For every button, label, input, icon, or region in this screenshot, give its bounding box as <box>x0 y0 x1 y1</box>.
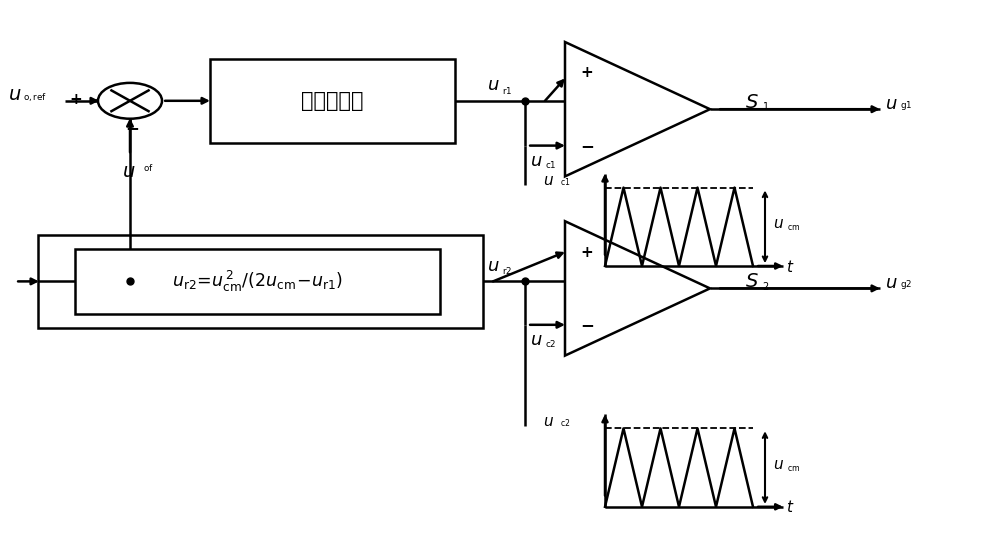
Text: $_{\mathrm{1}}$: $_{\mathrm{1}}$ <box>762 100 769 113</box>
Text: $u$: $u$ <box>487 256 500 275</box>
Text: +: + <box>581 66 593 80</box>
Text: $_{\mathrm{2}}$: $_{\mathrm{2}}$ <box>762 279 769 293</box>
Text: $_{\rm c1}$: $_{\rm c1}$ <box>560 177 571 189</box>
Text: $u_{\rm r2}\!=\!u_{\rm cm}^{\,2}/(2u_{\rm cm}\!-\!u_{\rm r1})$: $u_{\rm r2}\!=\!u_{\rm cm}^{\,2}/(2u_{\r… <box>172 269 343 294</box>
FancyBboxPatch shape <box>38 235 483 328</box>
Text: $u$: $u$ <box>543 173 554 188</box>
Text: $t$: $t$ <box>786 500 794 515</box>
Text: $_{\rm cm}$: $_{\rm cm}$ <box>787 223 800 233</box>
Text: $_{\rm c2}$: $_{\rm c2}$ <box>560 418 571 430</box>
Text: $u$: $u$ <box>543 414 554 428</box>
FancyBboxPatch shape <box>75 249 440 314</box>
Text: $_{\mathrm{c2}}$: $_{\mathrm{c2}}$ <box>545 337 557 350</box>
Text: $u$: $u$ <box>8 85 21 104</box>
Text: $u$: $u$ <box>885 274 898 292</box>
Text: $_{\mathrm{g1}}$: $_{\mathrm{g1}}$ <box>900 100 912 113</box>
Text: $u$: $u$ <box>773 458 784 472</box>
Text: +: + <box>581 245 593 259</box>
Text: $t$: $t$ <box>786 259 794 274</box>
Text: $u$: $u$ <box>530 332 543 349</box>
Text: $u$: $u$ <box>530 152 543 170</box>
Text: $S$: $S$ <box>745 272 759 291</box>
Text: $u$: $u$ <box>122 162 135 181</box>
Text: −: − <box>580 316 594 334</box>
Text: $_{\mathrm{r2}}$: $_{\mathrm{r2}}$ <box>502 264 512 278</box>
Text: 电压控制器: 电压控制器 <box>301 91 364 111</box>
Text: $S$: $S$ <box>745 93 759 112</box>
Text: −: − <box>580 137 594 155</box>
Text: $_{\mathrm{r1}}$: $_{\mathrm{r1}}$ <box>502 84 512 97</box>
Text: $_{\mathrm{c1}}$: $_{\mathrm{c1}}$ <box>545 157 557 171</box>
Text: $_{\rm cm}$: $_{\rm cm}$ <box>787 464 800 474</box>
Text: $_{\mathrm{of}}$: $_{\mathrm{of}}$ <box>143 160 154 172</box>
Text: $u$: $u$ <box>487 76 500 94</box>
Text: $_{\mathrm{g2}}$: $_{\mathrm{g2}}$ <box>900 279 912 292</box>
Text: +: + <box>70 92 82 106</box>
Text: $u$: $u$ <box>885 95 898 113</box>
Text: $u$: $u$ <box>773 217 784 231</box>
Text: −: − <box>125 119 139 137</box>
Text: $_{\mathrm{o,ref}}$: $_{\mathrm{o,ref}}$ <box>23 91 47 104</box>
FancyBboxPatch shape <box>210 59 455 143</box>
